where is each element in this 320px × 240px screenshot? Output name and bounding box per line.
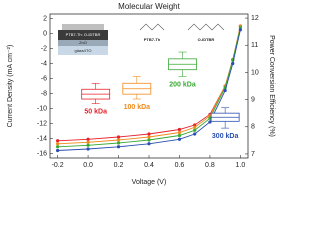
data-point [116, 135, 121, 139]
data-point [177, 127, 182, 132]
x-tick-label: 0.0 [83, 162, 93, 169]
chart: Molecular Weight Voltage (V) Current Den… [7, 2, 275, 186]
data-point [208, 116, 212, 120]
data-point [86, 143, 90, 147]
data-point [193, 123, 197, 127]
layer-label: ZnO [79, 40, 87, 45]
y-tick-label: -16 [37, 150, 47, 157]
data-point [147, 142, 151, 146]
x-tick-label: 1.0 [236, 162, 246, 169]
legend-label: 200 kDa [169, 81, 196, 88]
data-point [208, 120, 212, 124]
x-tick-label: 0.8 [205, 162, 215, 169]
molecule-sketch [187, 23, 225, 31]
y-tick-label: -6 [41, 75, 47, 82]
data-point [56, 142, 60, 146]
y2-axis-label: Power Conversion Efficiency (%) [268, 35, 275, 137]
data-point [223, 88, 227, 93]
legend-label: 50 kDa [84, 109, 107, 116]
glass-layer [58, 46, 108, 55]
data-point [147, 135, 151, 139]
y-tick-label: -8 [41, 90, 47, 97]
device-inset: PTB7-Th: O-IDTBR ZnO glass/ITO PTB7-Th O… [58, 23, 225, 55]
x-tick-label: 0.6 [175, 162, 185, 169]
data-point [177, 137, 182, 141]
molecule-label: O-IDTBR [198, 37, 215, 42]
y2-tick-label: 11 [251, 42, 258, 49]
x-tick-label: 0.4 [144, 162, 154, 169]
data-point [56, 139, 60, 143]
top-electrode [62, 24, 104, 30]
data-point [193, 128, 197, 132]
data-point [177, 130, 182, 135]
data-point [177, 133, 182, 138]
y-tick-label: -12 [37, 120, 47, 127]
y-tick-label: 0 [43, 30, 47, 37]
y-tick-label: -2 [41, 45, 47, 52]
data-point [238, 28, 242, 32]
data-point [147, 132, 151, 136]
y-tick-label: -14 [37, 135, 47, 142]
y2-tick-label: 10 [251, 69, 259, 76]
data-point [193, 132, 197, 136]
chart-title: Molecular Weight [118, 2, 180, 11]
y-tick-label: -10 [37, 105, 47, 112]
data-point [56, 145, 60, 149]
data-point [238, 25, 242, 30]
jv-curve [57, 27, 241, 148]
x-tick-label: -0.2 [52, 162, 64, 169]
data-point [86, 147, 90, 151]
y-tick-label: -4 [41, 60, 47, 67]
layer-label: glass/ITO [74, 48, 91, 53]
y2-tick-label: 7 [251, 151, 255, 158]
y2-tick-label: 12 [251, 15, 259, 22]
zno-layer [58, 40, 108, 46]
y2-tick-label: 8 [251, 124, 255, 131]
jv-curve [57, 29, 241, 151]
data-point [116, 145, 121, 149]
x-axis-label: Voltage (V) [132, 179, 167, 186]
y-tick-label: 2 [43, 15, 47, 22]
x-tick-label: 0.2 [114, 162, 124, 169]
layer-label: PTB7-Th: O-IDTBR [66, 32, 101, 37]
molecule-label: PTB7-Th [144, 37, 161, 42]
data-point [56, 148, 60, 153]
legend-label: 300 kDa [212, 133, 239, 140]
data-point [116, 141, 121, 145]
molecule-sketch [139, 23, 165, 31]
y-axis-label: Current Density (mA cm⁻²) [7, 45, 14, 128]
legend-label: 100 kDa [124, 104, 151, 111]
data-point [86, 137, 90, 141]
data-point [86, 140, 90, 144]
y2-tick-label: 9 [251, 96, 255, 103]
data-point [147, 138, 151, 142]
data-point [231, 61, 235, 66]
active-layer [58, 30, 108, 40]
data-point [193, 125, 197, 129]
data-point [116, 138, 121, 142]
